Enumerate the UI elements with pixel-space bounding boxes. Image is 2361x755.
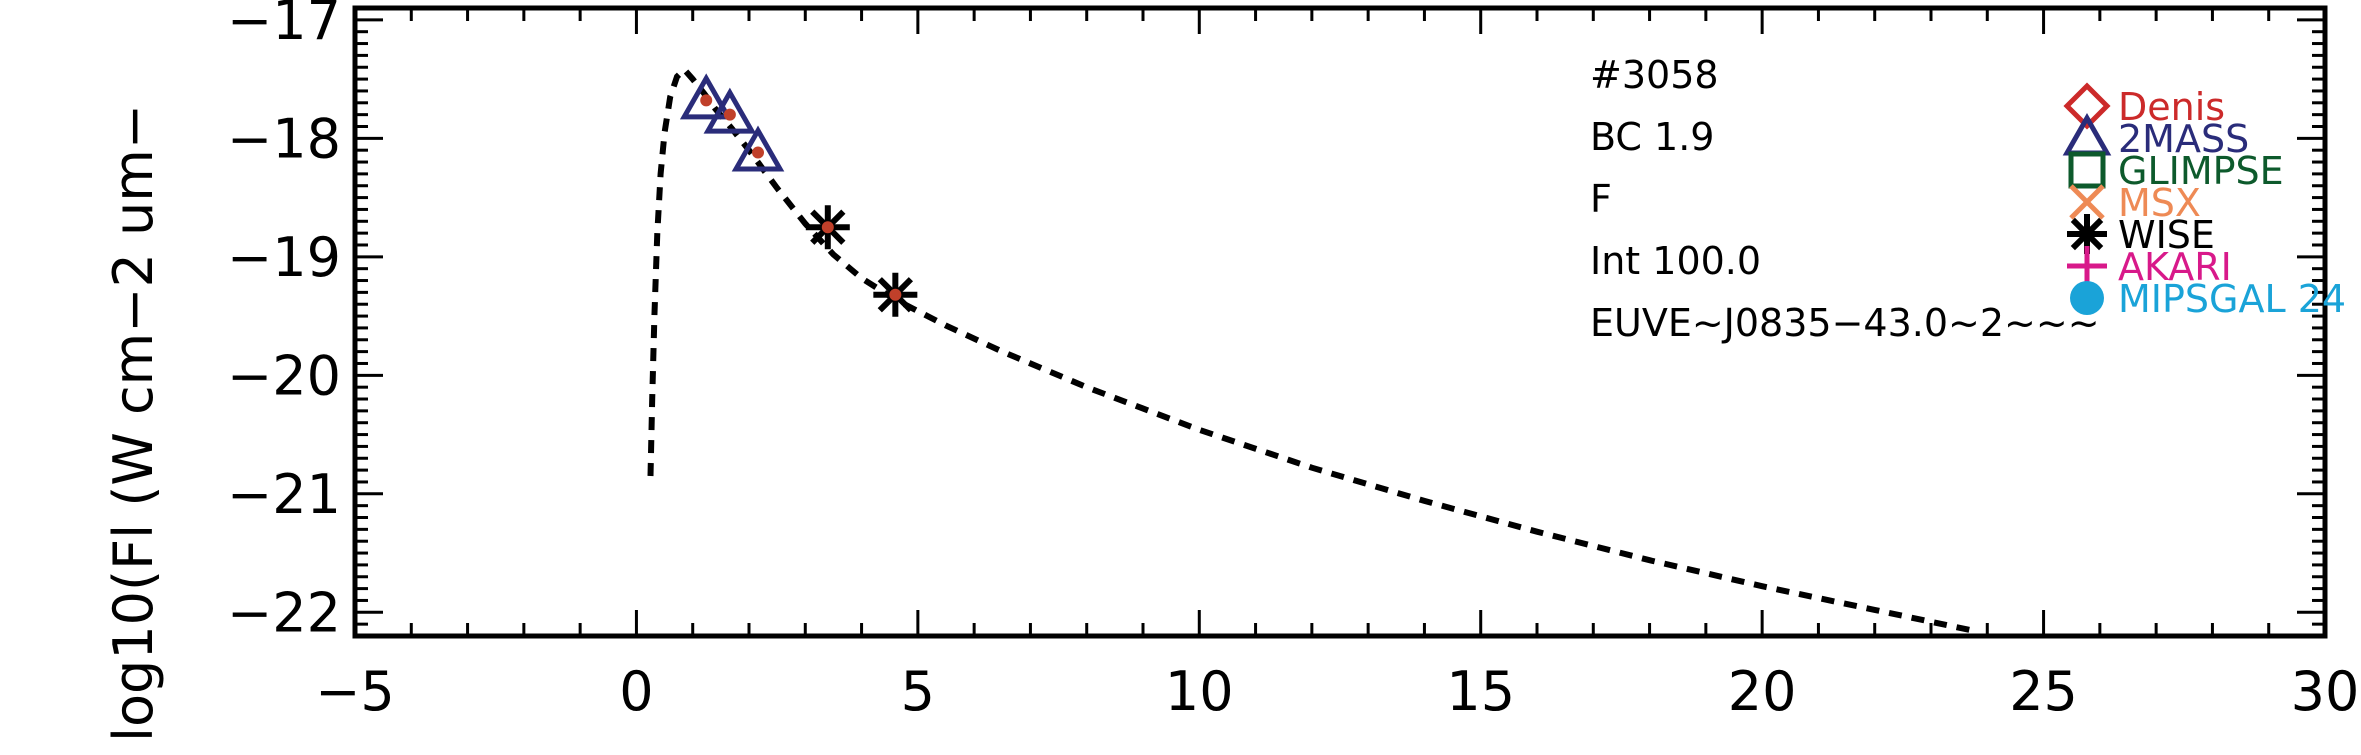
x-tick-label: 20 <box>1728 660 1797 723</box>
plot-frame <box>352 5 2328 639</box>
y-axis-label: log10(Fl (W cm−2 um− <box>102 104 165 742</box>
legend-marker-msx <box>2069 184 2105 220</box>
x-tick-label: 25 <box>2009 660 2078 723</box>
legend-label-glimpse: GLIMPSE <box>2118 149 2284 193</box>
legend-marker-msx-stroke <box>2069 184 2105 220</box>
y-tick-label: −18 <box>227 107 341 170</box>
data-points-group <box>679 73 918 317</box>
dot-data-point <box>889 288 902 301</box>
dot-data-point <box>752 146 765 159</box>
y-tick-label: −19 <box>227 226 341 289</box>
x-tick-label: −5 <box>315 660 395 723</box>
legend-marker-denis <box>2063 82 2111 130</box>
dot-data-point <box>700 94 713 107</box>
legend-marker-glimpse <box>2068 151 2106 189</box>
x-tick-label: 5 <box>901 660 935 723</box>
dot-data-point <box>821 221 834 234</box>
legend-label-mipsgal-24: MIPSGAL 24 <box>2118 277 2346 321</box>
info-annotation: Int 100.0 <box>1590 239 1761 283</box>
axes-group <box>352 5 2328 639</box>
legend-marker-wise-stroke <box>2070 217 2104 251</box>
legend-marker-mipsgal-24 <box>2070 281 2104 315</box>
legend-label-denis: Denis <box>2118 85 2225 129</box>
legend-label-msx: MSX <box>2118 181 2201 225</box>
model-curve-group <box>647 65 1972 634</box>
info-annotation: BC 1.9 <box>1590 115 1714 159</box>
legend-label-akari: AKARI <box>2118 245 2232 289</box>
y-tick-label: −22 <box>227 581 341 644</box>
legend-label-wise: WISE <box>2118 213 2215 257</box>
2mass-data-point <box>679 73 733 120</box>
x-tick-label: 0 <box>619 660 653 723</box>
legend-marker-akari <box>2067 246 2107 286</box>
2mass-data-point <box>731 125 785 172</box>
y-tick-label: −17 <box>227 0 341 52</box>
info-annotation: EUVE~J0835−43.0~2~~~ <box>1590 301 2100 345</box>
dot-data-point <box>723 108 736 121</box>
info-annotation: #3058 <box>1590 53 1719 97</box>
x-tick-label: 15 <box>1446 660 1515 723</box>
model-sed-curve <box>647 65 1972 634</box>
info-annotation: F <box>1590 177 1612 221</box>
text-group: −5 0 5 10 15 20 25 30 −17 −18 −19 −20 −21 −22 log10(Fl… <box>102 0 2359 742</box>
y-tick-label: −20 <box>227 344 341 407</box>
y-tick-label: −21 <box>227 463 341 526</box>
x-tick-label: 30 <box>2291 660 2360 723</box>
legend-label-2mass: 2MASS <box>2118 117 2249 161</box>
x-tick-label: 10 <box>1165 660 1234 723</box>
ticks-group <box>353 6 2327 638</box>
2mass-data-point <box>703 87 757 134</box>
